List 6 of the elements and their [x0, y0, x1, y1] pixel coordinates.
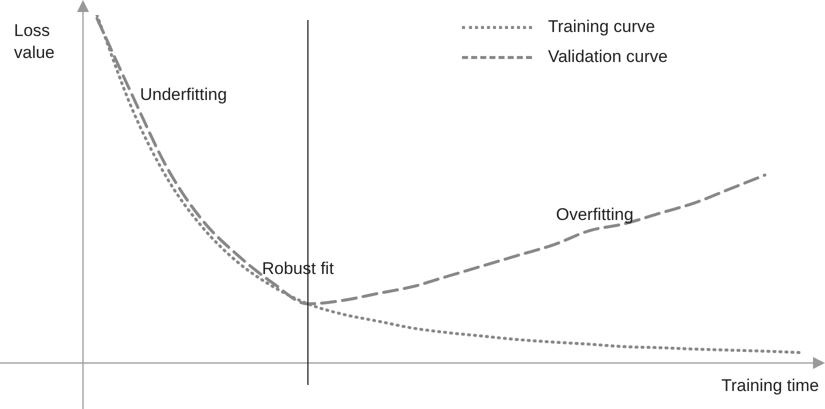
annotation: Underfitting — [140, 84, 227, 106]
legend-label: Validation curve — [548, 47, 668, 67]
y-axis-title: Loss value — [14, 20, 56, 64]
legend-label: Training curve — [548, 17, 656, 37]
x-axis-title: Training time — [721, 375, 819, 397]
annotation: Overfitting — [556, 204, 634, 226]
